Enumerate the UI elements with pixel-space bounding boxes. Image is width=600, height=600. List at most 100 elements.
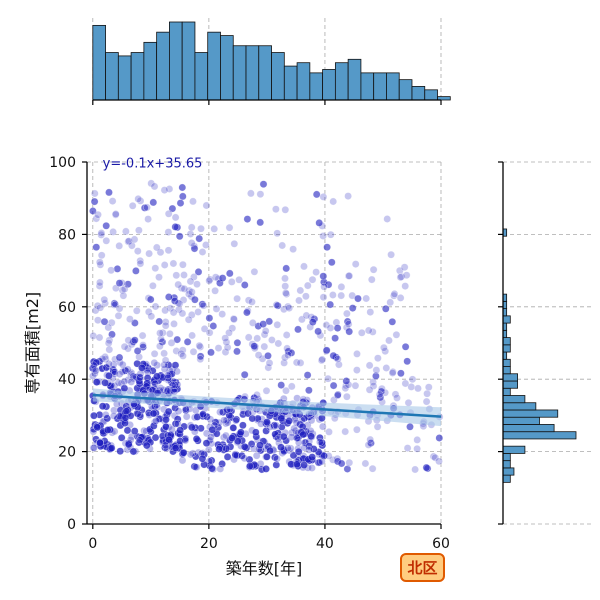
- x-histogram-bar: [373, 72, 387, 101]
- scatter-point: [111, 210, 120, 218]
- scatter-point: [102, 221, 111, 230]
- y-histogram-bar: [502, 366, 511, 375]
- scatter-point: [182, 412, 191, 421]
- scatter-point: [194, 268, 203, 276]
- scatter-point: [206, 415, 215, 424]
- scatter-point: [305, 386, 313, 395]
- scatter-point: [326, 230, 335, 239]
- scatter-point: [135, 436, 144, 445]
- scatter-point: [160, 261, 169, 269]
- y-axis-label: 専有面積[m2]: [23, 292, 42, 394]
- scatter-point: [160, 365, 169, 373]
- scatter-point: [198, 248, 207, 256]
- scatter-point: [397, 369, 405, 378]
- scatter-point: [189, 347, 198, 356]
- x-histogram-bar: [398, 79, 413, 101]
- scatter-point: [240, 370, 249, 379]
- scatter-point: [122, 407, 131, 416]
- scatter-point: [282, 386, 290, 395]
- scatter-point: [195, 234, 204, 243]
- scatter-point: [183, 338, 192, 346]
- scatter-point: [216, 408, 224, 416]
- scatter-point: [143, 203, 151, 212]
- scatter-point: [316, 438, 324, 446]
- scatter-point: [98, 402, 107, 411]
- scatter-point: [272, 301, 281, 309]
- scatter-point: [372, 372, 380, 380]
- scatter-point: [104, 323, 113, 332]
- scatter-point: [92, 214, 101, 223]
- scatter-point: [107, 266, 115, 275]
- scatter-point: [286, 444, 295, 453]
- scatter-point: [367, 275, 376, 284]
- scatter-point: [174, 280, 183, 289]
- scatter-point: [300, 443, 309, 452]
- scatter-point: [221, 348, 230, 356]
- scatter-point: [324, 452, 333, 460]
- scatter-point: [205, 314, 214, 322]
- scatter-point: [172, 347, 181, 355]
- scatter-point: [149, 198, 158, 207]
- scatter-point: [235, 275, 243, 284]
- scatter-point: [248, 319, 257, 327]
- scatter-point: [372, 366, 381, 374]
- x-histogram-bar: [283, 65, 298, 101]
- scatter-point: [176, 426, 185, 435]
- scatter-point: [118, 360, 127, 369]
- scatter-point: [199, 301, 208, 310]
- scatter-point: [244, 333, 253, 342]
- scatter-point: [392, 330, 401, 339]
- scatter-point: [329, 381, 338, 390]
- scatter-point: [130, 235, 139, 244]
- scatter-point: [308, 318, 317, 326]
- scatter-point: [268, 336, 276, 344]
- scatter-point: [198, 454, 207, 463]
- x-histogram-bar: [156, 31, 170, 101]
- scatter-point: [353, 350, 361, 358]
- y-histogram-bar: [502, 358, 511, 367]
- scatter-point: [100, 317, 109, 326]
- y-histogram-bar: [502, 445, 526, 454]
- scatter-point: [294, 438, 303, 447]
- scatter-point: [94, 210, 102, 219]
- scatter-point: [308, 275, 317, 284]
- y-histogram-bar: [502, 409, 559, 418]
- scatter-point: [218, 460, 226, 468]
- scatter-point: [343, 465, 352, 473]
- scatter-point: [105, 360, 113, 368]
- scatter-point: [116, 447, 125, 456]
- y-histogram-bar: [502, 467, 515, 476]
- scatter-point: [387, 250, 395, 259]
- scatter-point: [187, 311, 196, 319]
- scatter-point: [195, 341, 204, 350]
- scatter-point: [97, 251, 106, 260]
- scatter-point: [353, 425, 361, 434]
- scatter-point: [319, 293, 328, 302]
- scatter-point: [113, 265, 122, 273]
- scatter-point: [300, 461, 308, 469]
- scatter-point: [294, 447, 303, 456]
- scatter-point: [119, 291, 128, 300]
- scatter-point: [171, 223, 180, 231]
- scatter-point: [109, 228, 117, 236]
- regression-line: [92, 393, 442, 418]
- scatter-point: [252, 451, 261, 460]
- scatter-point: [277, 443, 285, 452]
- scatter-point: [155, 273, 163, 282]
- scatter-point: [170, 387, 179, 396]
- scatter-point: [231, 451, 240, 460]
- scatter-point: [239, 421, 247, 430]
- scatter-point: [303, 281, 312, 290]
- scatter-point: [161, 321, 170, 330]
- scatter-point: [331, 334, 339, 343]
- x-histogram-bar: [194, 52, 209, 101]
- scatter-point: [97, 229, 106, 237]
- scatter-point: [188, 449, 197, 458]
- region-badge-box: [400, 553, 445, 582]
- scatter-point: [193, 413, 202, 421]
- scatter-point: [196, 355, 205, 364]
- scatter-point: [273, 229, 282, 238]
- scatter-point: [161, 356, 170, 365]
- scatter-point: [401, 379, 410, 388]
